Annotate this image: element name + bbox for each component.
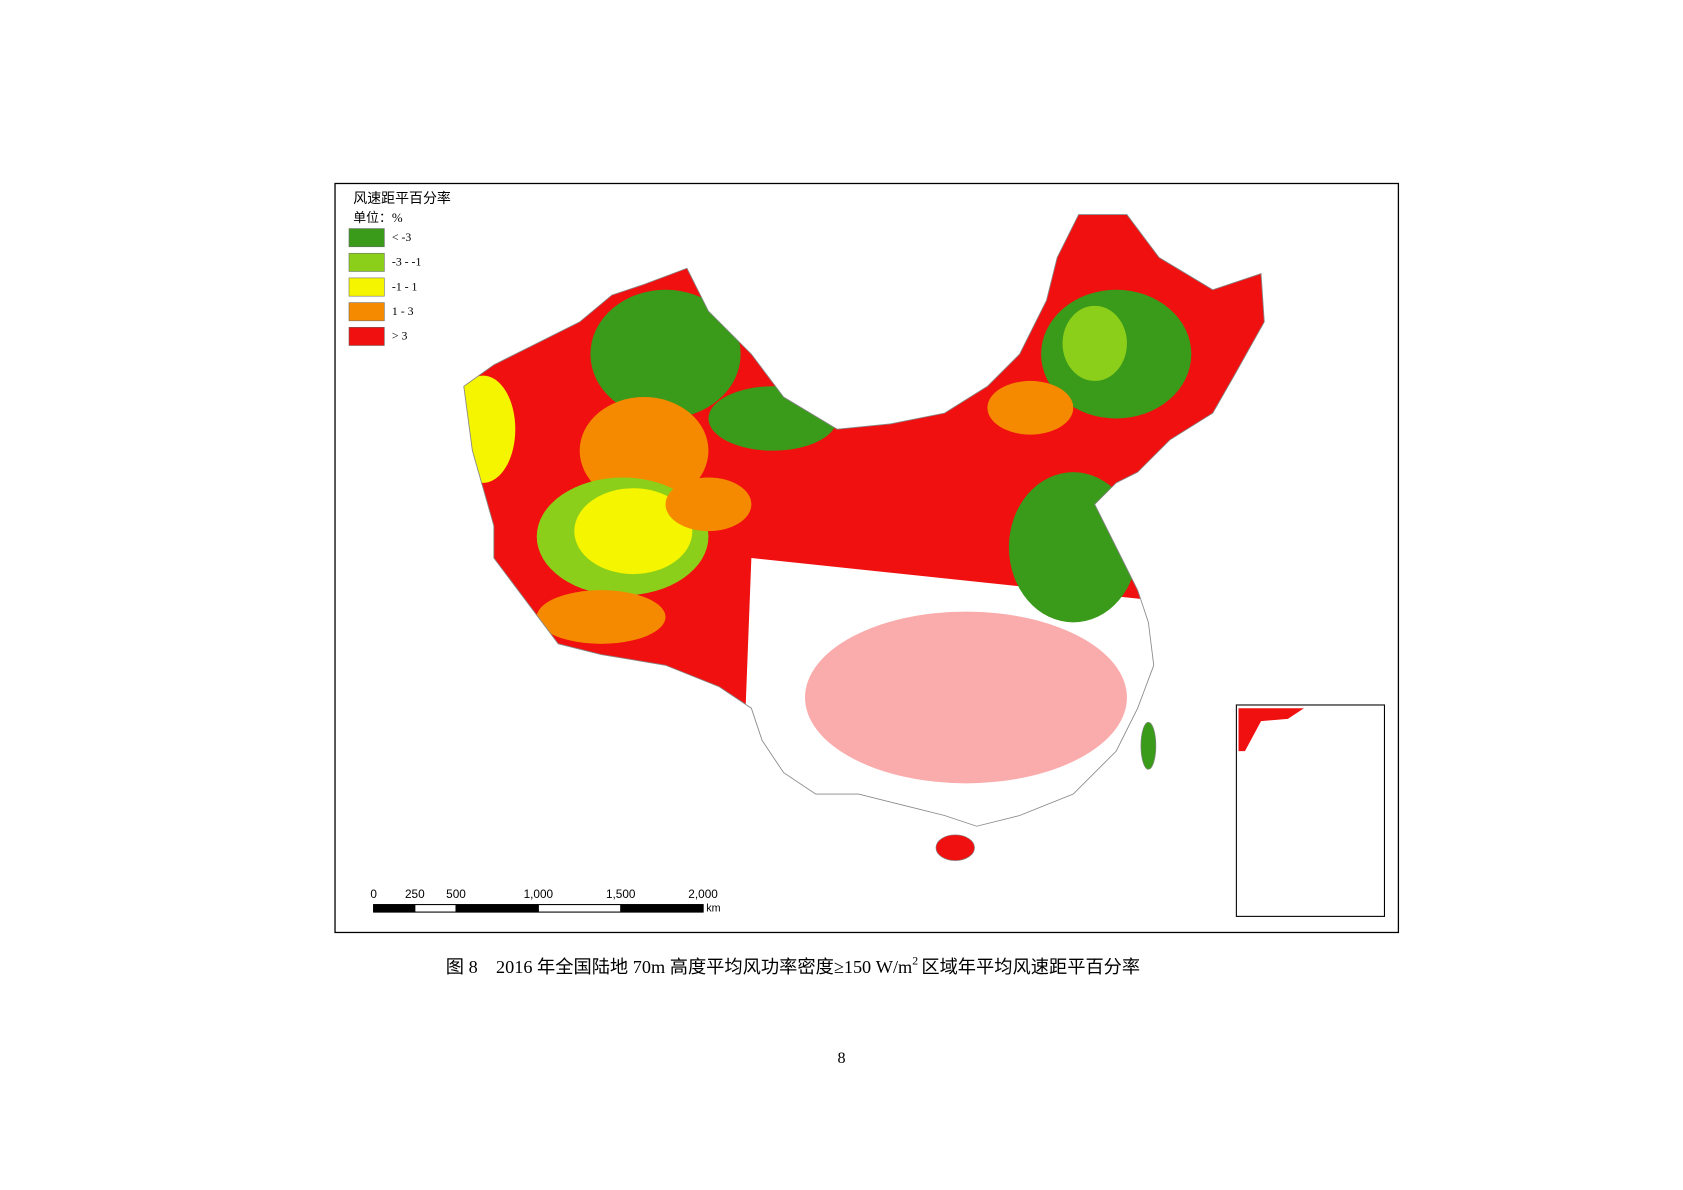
legend-label: 1 - 3: [392, 304, 414, 318]
legend-swatch: [348, 277, 385, 297]
legend-unit: 单位：%: [353, 211, 403, 225]
caption-figure: 图 8: [446, 957, 478, 977]
scale-bar-segment: [373, 904, 415, 913]
scale-label: 500: [446, 887, 466, 901]
scale-label: 2,000: [688, 887, 718, 901]
scale-label: 1,000: [524, 887, 554, 901]
scale-label: 0: [370, 887, 377, 901]
inset-coast: [1238, 708, 1304, 752]
inset-map: [1235, 704, 1385, 917]
caption-superscript: 2: [912, 953, 918, 967]
legend-swatch: [348, 228, 385, 248]
scale-unit: km: [706, 903, 720, 915]
caption: 2016 年全国陆地 70m 高度平均风功率密度≥150 W/m2 区域年平均风速…: [496, 953, 1140, 977]
legend-title: 风速距平百分率: [353, 190, 451, 207]
legend-swatch: [348, 327, 385, 346]
caption-text-end: 区域年平均风速距平百分率: [921, 957, 1140, 977]
caption-text: 2016 年全国陆地 70m 高度平均风功率密度≥150 W/m: [496, 957, 912, 977]
page-number: 8: [837, 1050, 845, 1067]
taiwan: [1140, 721, 1157, 770]
scale-label: 250: [405, 887, 425, 901]
legend-swatch: [348, 252, 385, 272]
legend-label: -3 - -1: [392, 255, 422, 269]
scale-bar-segment: [620, 904, 704, 913]
hainan: [935, 834, 975, 861]
legend-label: < -3: [392, 230, 412, 244]
scale-label: 1,500: [606, 887, 636, 901]
legend-label: -1 - 1: [392, 279, 418, 293]
legend-swatch: [348, 302, 385, 322]
scale-bar-segment: [456, 904, 539, 913]
legend-label: > 3: [392, 329, 408, 343]
